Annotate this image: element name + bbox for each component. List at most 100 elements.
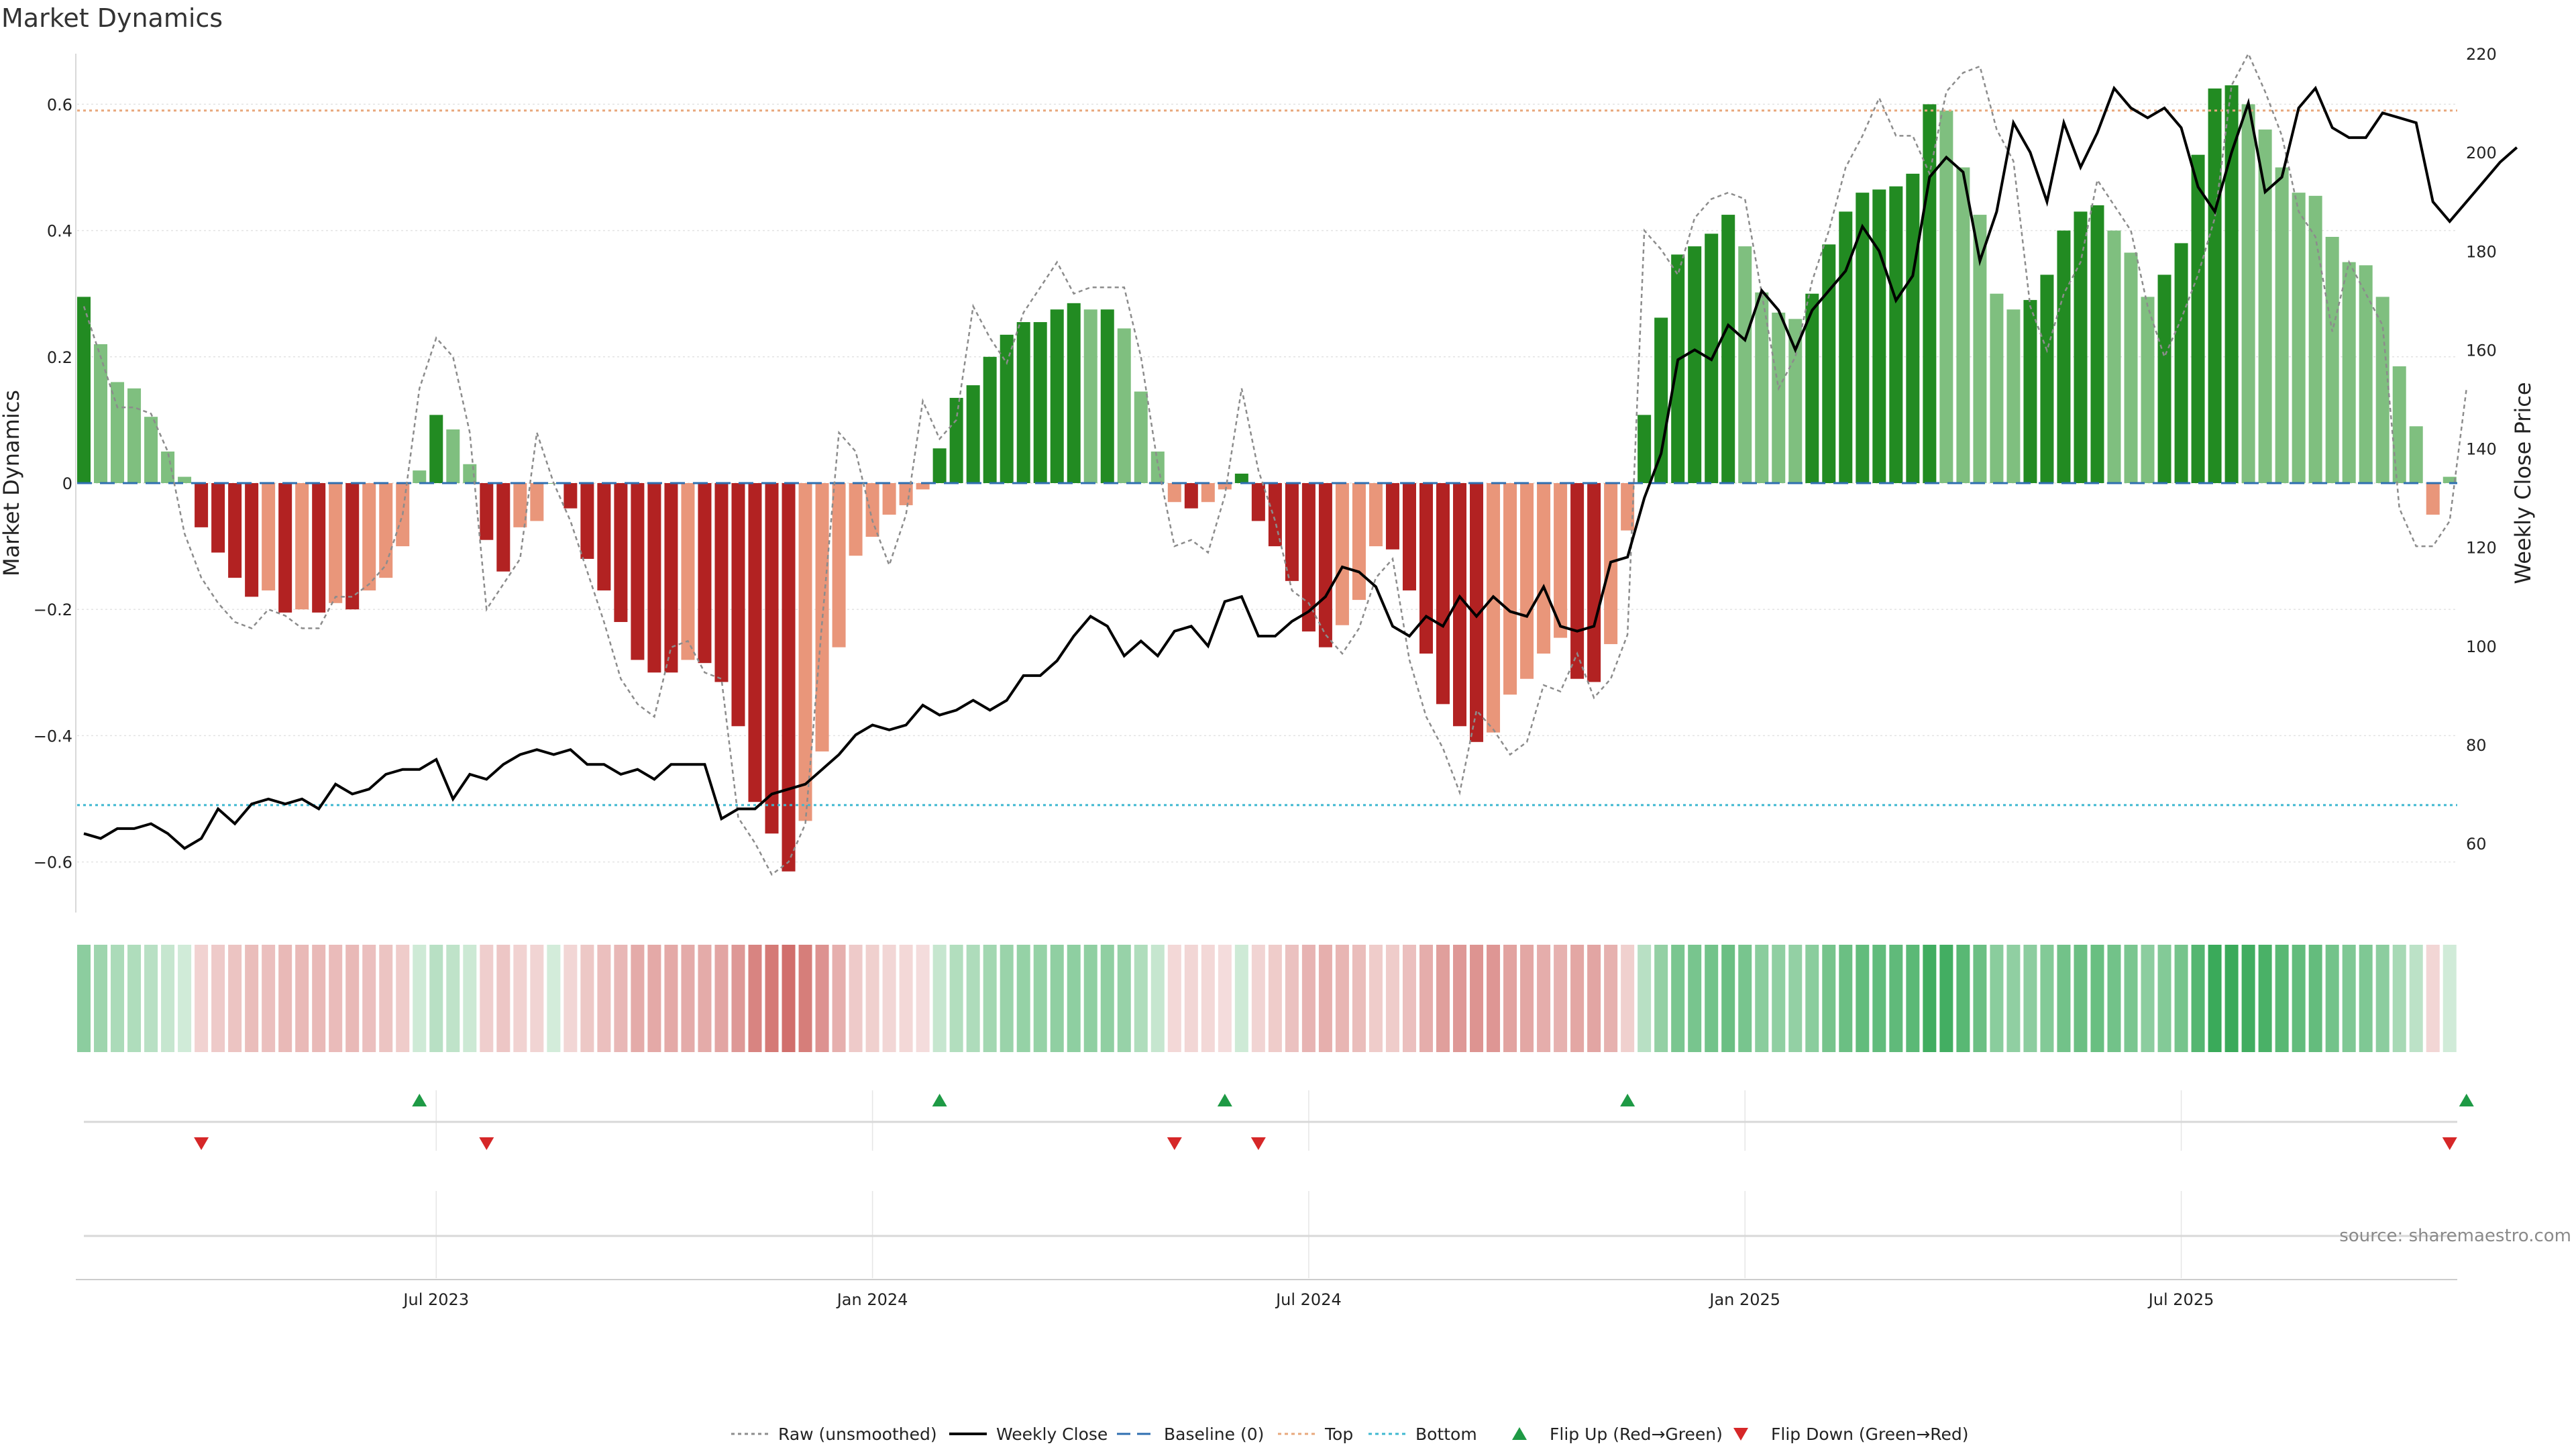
series-lines bbox=[77, 52, 2518, 876]
intensity-cell bbox=[681, 945, 695, 1052]
intensity-cell bbox=[2292, 945, 2306, 1052]
legend-label: Flip Up (Red→Green) bbox=[1550, 1424, 1723, 1444]
y-tick-label: 0.6 bbox=[47, 95, 72, 114]
dynamics-bar bbox=[2090, 205, 2104, 483]
dynamics-bar bbox=[2074, 211, 2088, 483]
dynamics-bar bbox=[1990, 293, 2004, 483]
intensity-cell bbox=[429, 945, 443, 1052]
intensity-cell bbox=[463, 945, 477, 1052]
legend-item-top: Top bbox=[1278, 1424, 1353, 1444]
intensity-cell bbox=[832, 945, 846, 1052]
intensity-cell bbox=[2342, 945, 2356, 1052]
dynamics-bar bbox=[1939, 110, 1953, 483]
dynamics-bar bbox=[932, 448, 947, 483]
dynamics-bar bbox=[1368, 483, 1383, 547]
intensity-cell bbox=[262, 945, 276, 1052]
intensity-strip bbox=[77, 945, 2457, 1052]
legend-swatch-triangle-up bbox=[1512, 1427, 1527, 1440]
y2-tick-label: 100 bbox=[2466, 637, 2497, 656]
dynamics-bar bbox=[1654, 317, 1668, 483]
intensity-cell bbox=[698, 945, 712, 1052]
flip-down-marker bbox=[2442, 1137, 2457, 1150]
intensity-cell bbox=[916, 945, 930, 1052]
dynamics-bar bbox=[564, 483, 578, 509]
dynamics-bar bbox=[1587, 483, 1601, 682]
legend-label: Bottom bbox=[1415, 1424, 1477, 1444]
dynamics-bar bbox=[983, 356, 997, 483]
intensity-cell bbox=[77, 945, 91, 1052]
intensity-cell bbox=[2241, 945, 2255, 1052]
intensity-cell bbox=[329, 945, 343, 1052]
intensity-cell bbox=[496, 945, 511, 1052]
dynamics-bar bbox=[2057, 230, 2071, 483]
intensity-cell bbox=[1201, 945, 1215, 1052]
legend-item-baseline: Baseline (0) bbox=[1117, 1424, 1264, 1444]
intensity-cell bbox=[144, 945, 158, 1052]
y2-axis-title: Weekly Close Price bbox=[2510, 382, 2536, 584]
dynamics-bar bbox=[1956, 167, 1970, 483]
y-tick-label: 0 bbox=[62, 474, 72, 493]
weekly-close-line bbox=[83, 85, 2518, 850]
intensity-cell bbox=[2141, 945, 2155, 1052]
flip-up-marker bbox=[1620, 1094, 1635, 1106]
dynamics-bar bbox=[127, 388, 142, 483]
intensity-cell bbox=[2224, 945, 2239, 1052]
dynamics-bar bbox=[2375, 297, 2390, 483]
legend-item-flip_up: Flip Up (Red→Green) bbox=[1512, 1424, 1723, 1444]
dynamics-bar bbox=[1973, 215, 1987, 483]
intensity-cell bbox=[1385, 945, 1399, 1052]
dynamics-bar bbox=[413, 470, 427, 483]
dynamics-bar bbox=[1721, 215, 1735, 483]
dynamics-bar bbox=[1167, 483, 1181, 503]
dynamics-bar bbox=[1352, 483, 1366, 601]
dynamics-bar bbox=[899, 483, 913, 505]
dynamics-bar bbox=[1906, 173, 1920, 483]
y2-tick-label: 180 bbox=[2466, 242, 2497, 261]
dynamics-bar bbox=[614, 483, 628, 623]
intensity-cell bbox=[714, 945, 729, 1052]
dynamics-bar bbox=[362, 483, 376, 590]
dynamics-bar bbox=[949, 397, 963, 483]
intensity-cell bbox=[1906, 945, 1920, 1052]
intensity-cell bbox=[2325, 945, 2339, 1052]
dynamics-bar bbox=[195, 483, 209, 527]
intensity-cell bbox=[1218, 945, 1232, 1052]
x-tick-label: Jul 2024 bbox=[1275, 1290, 1342, 1309]
dynamics-bar bbox=[1671, 254, 1685, 483]
dynamics-bar bbox=[1033, 322, 1047, 483]
dynamics-bar bbox=[1805, 293, 1819, 483]
dynamics-bar bbox=[2006, 309, 2021, 483]
dynamics-bar bbox=[211, 483, 225, 553]
intensity-cell bbox=[1301, 945, 1316, 1052]
dynamics-bar bbox=[2023, 300, 2037, 483]
intensity-cell bbox=[1587, 945, 1601, 1052]
source-note: source: sharemaestro.com bbox=[2339, 1226, 2571, 1246]
dynamics-bar bbox=[329, 483, 343, 603]
dynamics-bar bbox=[1923, 104, 1937, 483]
intensity-cell bbox=[2090, 945, 2104, 1052]
intensity-cell bbox=[178, 945, 192, 1052]
intensity-cell bbox=[1788, 945, 1803, 1052]
intensity-cell bbox=[765, 945, 779, 1052]
intensity-cell bbox=[865, 945, 879, 1052]
dynamics-bar bbox=[2107, 230, 2121, 483]
dynamics-bar bbox=[245, 483, 259, 597]
intensity-cell bbox=[1000, 945, 1014, 1052]
flip-markers-panel bbox=[84, 1094, 2474, 1237]
dynamics-bar bbox=[2325, 237, 2339, 483]
y-tick-label: 0.4 bbox=[47, 222, 72, 241]
legend-label: Flip Down (Green→Red) bbox=[1771, 1424, 1969, 1444]
intensity-cell bbox=[1721, 945, 1735, 1052]
flip-down-marker bbox=[1167, 1137, 1182, 1150]
y2-tick-label: 120 bbox=[2466, 539, 2497, 558]
intensity-cell bbox=[2258, 945, 2272, 1052]
intensity-cell bbox=[748, 945, 762, 1052]
dynamics-bar bbox=[2292, 193, 2306, 483]
dynamics-bar bbox=[1872, 189, 1886, 483]
intensity-cell bbox=[1671, 945, 1685, 1052]
flip-up-marker bbox=[932, 1094, 947, 1106]
intensity-cell bbox=[798, 945, 812, 1052]
legend-label: Baseline (0) bbox=[1164, 1424, 1264, 1444]
dynamics-bar bbox=[1554, 483, 1568, 638]
